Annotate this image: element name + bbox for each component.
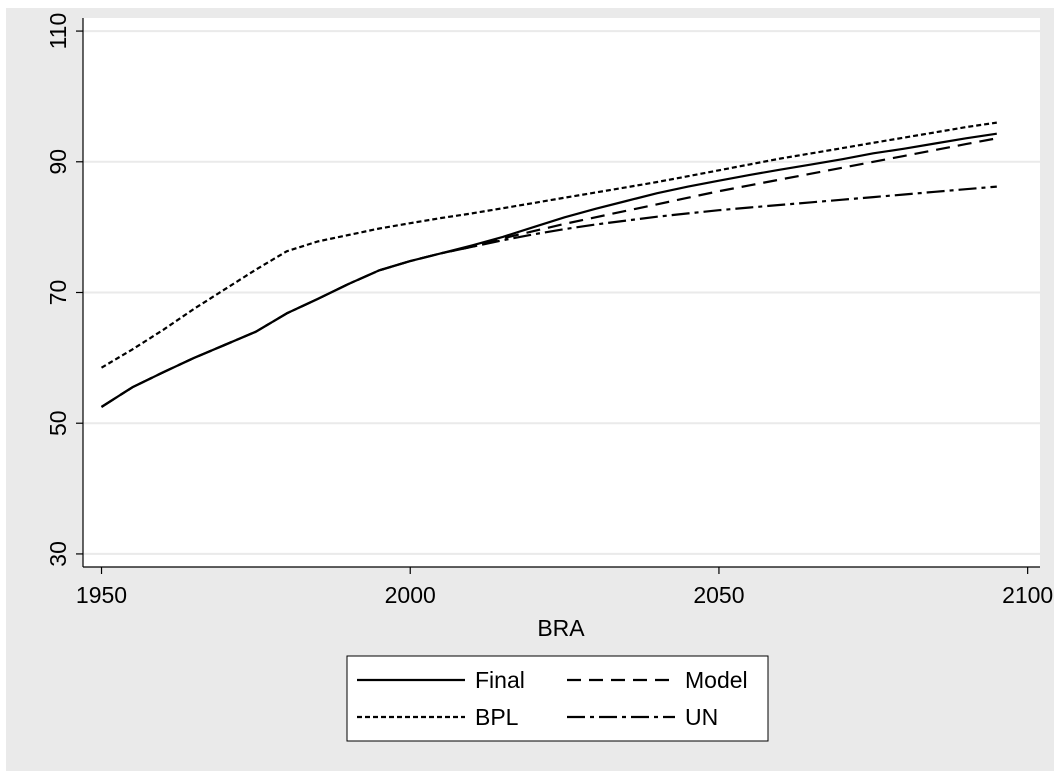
series-lines [100, 121, 998, 408]
x-tick-label-2100: 2100 [1002, 582, 1053, 608]
y-tick-label-70: 70 [45, 280, 71, 306]
x-tick-label-1950: 1950 [76, 582, 127, 608]
y-ticks: 30 50 70 90 110 [45, 13, 83, 567]
y-tick-label-30: 30 [45, 541, 71, 567]
x-tick-label-2000: 2000 [385, 582, 436, 608]
x-axis-title: BRA [537, 615, 585, 641]
y-tick-label-90: 90 [45, 149, 71, 175]
x-ticks: 1950 2000 2050 2100 [76, 567, 1053, 608]
y-tick-label-110: 110 [45, 13, 71, 50]
legend: Final Model BPL UN [346, 655, 769, 742]
y-tick-label-50: 50 [45, 410, 71, 436]
legend-label-bpl: BPL [475, 704, 519, 730]
legend-label-un: UN [685, 704, 718, 730]
legend-box [346, 655, 769, 742]
x-tick-label-2050: 2050 [693, 582, 744, 608]
gridlines [83, 30, 1040, 555]
legend-label-final: Final [475, 667, 525, 693]
series-line-bpl [100, 121, 997, 369]
legend-label-model: Model [685, 667, 748, 693]
series-line-un [100, 185, 997, 408]
